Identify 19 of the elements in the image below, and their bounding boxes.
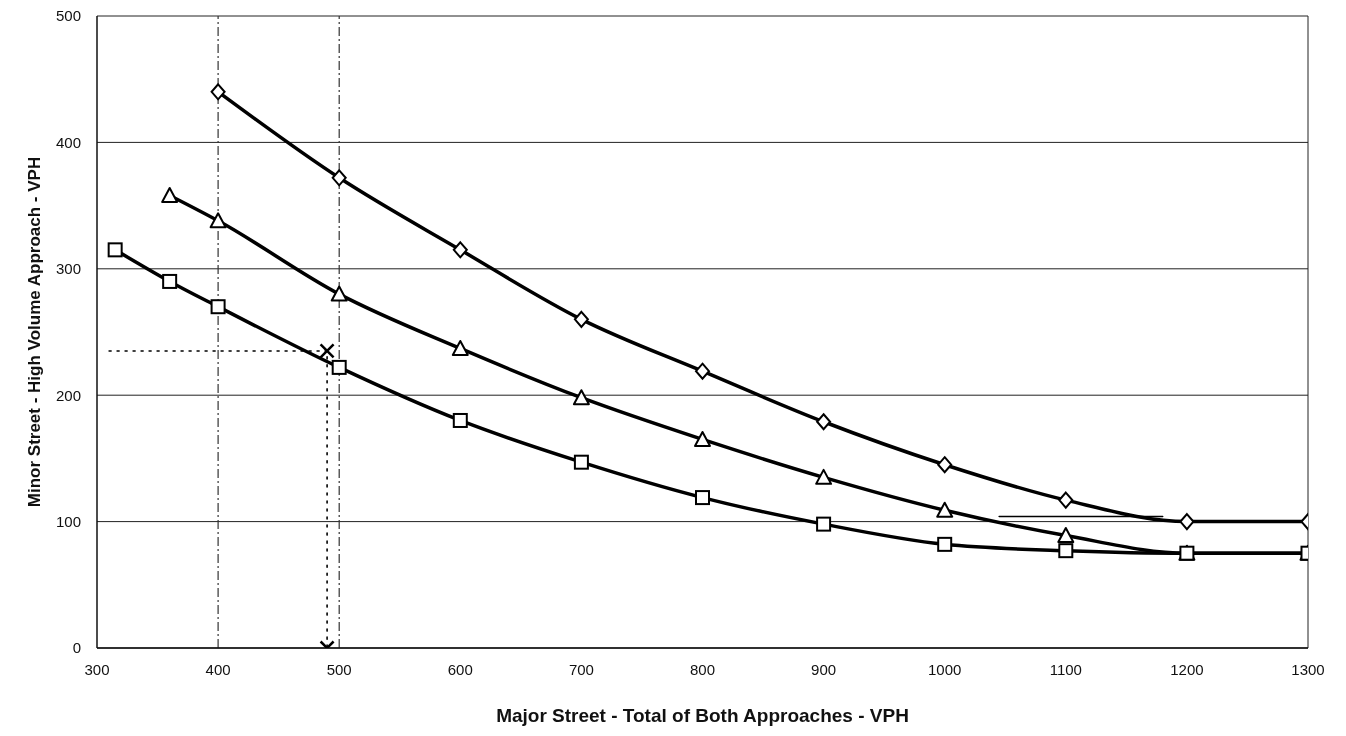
x-tick-label: 1300 xyxy=(1291,660,1325,678)
y-tick-label: 500 xyxy=(55,7,81,25)
x-tick-label: 400 xyxy=(205,660,231,678)
y-tick-label: 200 xyxy=(55,386,81,404)
x-tick-label: 1100 xyxy=(1049,660,1082,678)
x-tick-label: 1000 xyxy=(928,660,962,678)
x-tick-label: 800 xyxy=(689,660,716,678)
x-tick-label: 1200 xyxy=(1170,660,1204,678)
x-tick-label: 900 xyxy=(811,660,837,678)
x-tick-label: 300 xyxy=(84,660,110,678)
y-tick-label: 100 xyxy=(55,512,81,530)
x-tick-label: 700 xyxy=(568,660,594,678)
y-tick-label: 0 xyxy=(72,639,81,657)
x-tick-label: 600 xyxy=(447,660,473,678)
y-tick-label: 400 xyxy=(55,133,81,151)
x-axis-title: Major Street - Total of Both Approaches - VPH xyxy=(496,705,909,726)
y-tick-label: 300 xyxy=(55,260,81,278)
x-tick-label: 500 xyxy=(326,660,352,678)
y-axis-title: Minor Street - High Volume Approach - VPH xyxy=(24,156,44,508)
